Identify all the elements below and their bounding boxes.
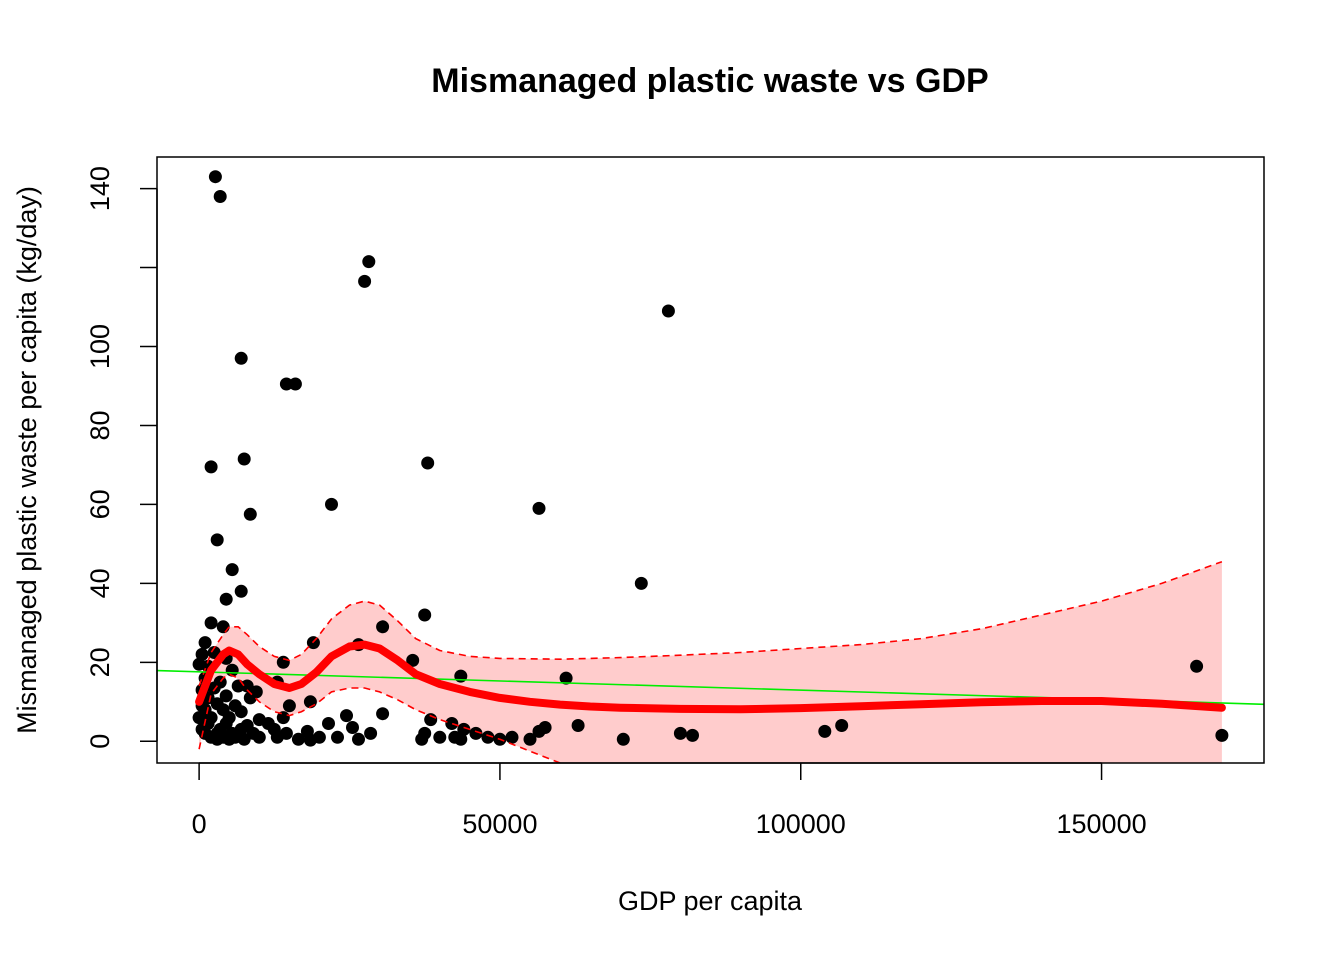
- y-tick-label: 80: [85, 410, 115, 440]
- data-point: [835, 719, 849, 732]
- data-point: [219, 592, 233, 606]
- chart-title: Mismanaged plastic waste vs GDP: [431, 62, 988, 100]
- y-tick-label: 100: [85, 324, 115, 369]
- data-point: [234, 584, 248, 598]
- data-point: [216, 620, 230, 634]
- data-point: [406, 653, 420, 667]
- data-point: [325, 497, 338, 511]
- data-point: [415, 732, 429, 746]
- data-point: [222, 732, 236, 746]
- data-point: [288, 377, 302, 391]
- data-point: [252, 730, 266, 744]
- data-point: [523, 732, 537, 746]
- data-point: [364, 726, 378, 740]
- data-point: [331, 730, 344, 744]
- data-point: [213, 190, 227, 203]
- data-point: [322, 717, 335, 730]
- data-point: [237, 732, 251, 746]
- data-point: [818, 724, 832, 738]
- y-tick-label: 0: [85, 734, 115, 749]
- data-point: [276, 711, 290, 725]
- data-point: [352, 732, 365, 746]
- x-axis-label: GDP per capita: [618, 886, 803, 916]
- data-point: [204, 616, 218, 630]
- data-point: [376, 707, 390, 721]
- data-point: [198, 636, 212, 650]
- y-tick-label: 40: [85, 568, 115, 598]
- data-point: [445, 717, 459, 730]
- data-point: [195, 647, 209, 661]
- y-tick-label: 20: [85, 647, 115, 677]
- data-point: [1190, 659, 1204, 673]
- data-point: [571, 719, 585, 732]
- data-point: [686, 728, 699, 742]
- data-point: [270, 730, 284, 744]
- confidence-band: [199, 561, 1222, 763]
- data-point: [362, 255, 376, 269]
- data-point: [418, 608, 432, 622]
- data-point: [481, 730, 495, 744]
- y-tick-label: 140: [85, 166, 115, 211]
- data-point: [421, 456, 435, 470]
- confidence-lower-line: [198, 673, 561, 763]
- data-point: [243, 507, 257, 521]
- y-axis-label: Mismanaged plastic waste per capita (kg/…: [12, 186, 42, 734]
- data-point: [208, 170, 222, 184]
- data-point: [1215, 728, 1229, 742]
- data-point: [237, 452, 251, 466]
- data-point: [291, 732, 305, 746]
- data-point: [243, 691, 257, 705]
- data-point: [661, 304, 675, 318]
- data-point: [532, 724, 546, 738]
- data-point: [225, 563, 239, 577]
- data-point: [210, 533, 224, 547]
- confidence-upper-line: [198, 560, 1223, 687]
- data-point: [204, 460, 218, 474]
- data-point: [340, 709, 353, 723]
- data-point: [454, 732, 468, 746]
- plot-area: [157, 170, 1264, 763]
- data-point: [673, 726, 687, 740]
- data-point: [559, 671, 573, 685]
- data-point: [532, 501, 546, 515]
- data-point: [469, 726, 483, 740]
- data-point: [207, 681, 221, 695]
- x-tick-label: 0: [192, 809, 207, 839]
- data-point: [219, 689, 233, 703]
- data-point: [634, 576, 648, 590]
- x-tick-label: 50000: [462, 809, 537, 839]
- data-point: [346, 721, 359, 734]
- data-point: [616, 732, 630, 746]
- data-point: [276, 655, 290, 669]
- data-point: [303, 733, 317, 747]
- data-point: [234, 705, 248, 719]
- data-point: [376, 620, 390, 634]
- data-point: [210, 732, 224, 746]
- y-tick-label: 60: [85, 489, 115, 519]
- data-point: [505, 730, 519, 744]
- smooth-curve: [195, 640, 1226, 714]
- data-point: [234, 351, 248, 365]
- data-point: [282, 699, 296, 713]
- data-point: [279, 377, 293, 391]
- x-tick-label: 150000: [1057, 809, 1147, 839]
- data-point: [358, 274, 372, 288]
- x-tick-label: 100000: [756, 809, 846, 839]
- x-axis: 0 50000 100000 150000: [192, 762, 1147, 839]
- data-point: [457, 722, 471, 736]
- y-axis: 0 20 40 60 80 100 140: [85, 166, 158, 749]
- data-point: [231, 679, 245, 693]
- data-point: [433, 730, 447, 744]
